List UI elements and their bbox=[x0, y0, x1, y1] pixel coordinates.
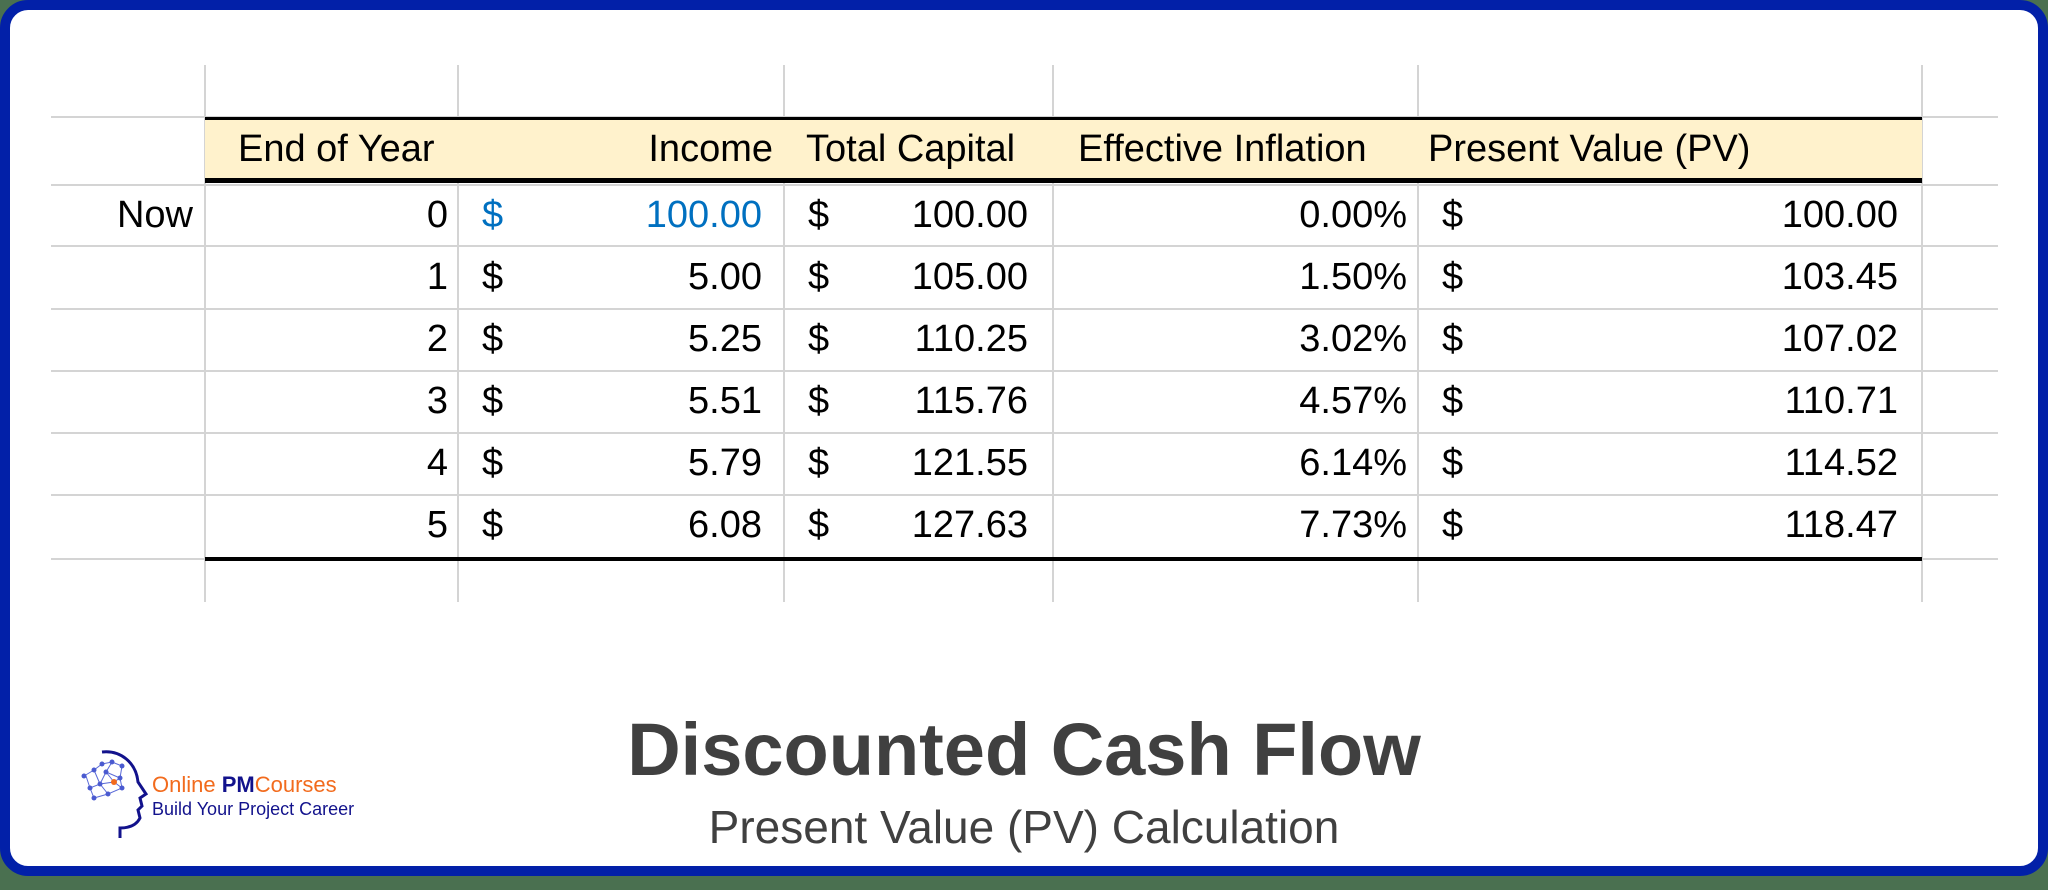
cell-year: 1 bbox=[426, 256, 448, 298]
row-label bbox=[51, 432, 193, 494]
gridline-vertical bbox=[457, 65, 459, 602]
gridline-horizontal bbox=[51, 370, 1998, 372]
header-income: Income bbox=[648, 128, 773, 170]
cell-effective-inflation: 0.00% bbox=[1299, 194, 1407, 236]
logo-tagline: Build Your Project Career bbox=[152, 799, 355, 819]
cell-capital-currency: $ bbox=[808, 504, 830, 546]
cell-total-capital: 127.63 bbox=[911, 504, 1028, 546]
cell-income: 5.51 bbox=[688, 380, 762, 422]
page-title: Discounted Cash Flow bbox=[627, 708, 1421, 791]
cell-year: 0 bbox=[426, 194, 448, 236]
spreadsheet-table: End of Year Income Total Capital Effecti… bbox=[10, 10, 2038, 866]
row-label bbox=[51, 494, 193, 556]
gridline-horizontal bbox=[51, 308, 1998, 310]
cell-capital-currency: $ bbox=[808, 380, 830, 422]
gridline-vertical bbox=[1417, 65, 1419, 602]
cell-pv-currency: $ bbox=[1442, 256, 1464, 298]
header-total-capital: Total Capital bbox=[806, 128, 1016, 170]
header-end-of-year: End of Year bbox=[238, 128, 435, 170]
cell-year: 4 bbox=[426, 442, 448, 484]
cell-total-capital: 105.00 bbox=[911, 256, 1028, 298]
gridline-vertical bbox=[1921, 65, 1923, 602]
cell-total-capital: 115.76 bbox=[914, 380, 1028, 422]
cell-year: 3 bbox=[426, 380, 448, 422]
cell-capital-currency: $ bbox=[808, 256, 830, 298]
cell-pv-currency: $ bbox=[1442, 194, 1464, 236]
cell-income-currency: $ bbox=[482, 318, 504, 360]
cell-effective-inflation: 1.50% bbox=[1299, 256, 1407, 298]
cell-total-capital: 121.55 bbox=[911, 442, 1028, 484]
cell-income: 6.08 bbox=[688, 504, 762, 546]
gridline-horizontal bbox=[51, 184, 1998, 186]
gridline-vertical bbox=[783, 65, 785, 602]
header-effective-inflation: Effective Inflation bbox=[1078, 128, 1367, 170]
header-present-value: Present Value (PV) bbox=[1428, 128, 1751, 170]
cell-present-value: 114.52 bbox=[1784, 442, 1898, 484]
cell-effective-inflation: 6.14% bbox=[1299, 442, 1407, 484]
cell-total-capital: 110.25 bbox=[914, 318, 1028, 360]
logo-wordmark: Online PMCourses bbox=[152, 772, 337, 798]
cell-capital-currency: $ bbox=[808, 442, 830, 484]
cell-income-currency: $ bbox=[482, 442, 504, 484]
logo-word-courses: Courses bbox=[254, 772, 337, 797]
cell-pv-currency: $ bbox=[1442, 442, 1464, 484]
cell-income: 5.25 bbox=[688, 318, 762, 360]
head-network-icon bbox=[81, 750, 149, 838]
cell-capital-currency: $ bbox=[808, 318, 830, 360]
cell-pv-currency: $ bbox=[1442, 504, 1464, 546]
logo-word-online: Online bbox=[152, 772, 216, 797]
cell-effective-inflation: 3.02% bbox=[1299, 318, 1407, 360]
cell-present-value: 110.71 bbox=[1784, 380, 1898, 422]
row-label bbox=[51, 308, 193, 370]
cell-total-capital: 100.00 bbox=[911, 194, 1028, 236]
cell-income-currency: $ bbox=[482, 504, 504, 546]
cell-income: 5.00 bbox=[688, 256, 762, 298]
cell-income-currency: $ bbox=[482, 256, 504, 298]
cell-pv-currency: $ bbox=[1442, 318, 1464, 360]
row-label: Now bbox=[116, 194, 193, 236]
row-label bbox=[51, 246, 193, 308]
table-bottom-border bbox=[205, 557, 1922, 561]
gridline-horizontal bbox=[51, 494, 1998, 496]
cell-present-value: 103.45 bbox=[1781, 256, 1898, 298]
cell-effective-inflation: 4.57% bbox=[1299, 380, 1407, 422]
brand-logo: Online PMCourses Build Your Project Care… bbox=[80, 748, 370, 838]
table-header-row bbox=[205, 117, 1922, 183]
gridline-vertical bbox=[1052, 65, 1054, 602]
row-label bbox=[51, 370, 193, 432]
cell-capital-currency: $ bbox=[808, 194, 830, 236]
cell-effective-inflation: 7.73% bbox=[1299, 504, 1407, 546]
cell-income-currency: $ bbox=[482, 194, 504, 236]
cell-present-value: 100.00 bbox=[1781, 194, 1898, 236]
cell-income: 5.79 bbox=[688, 442, 762, 484]
cell-present-value: 107.02 bbox=[1781, 318, 1898, 360]
cell-income: 100.00 bbox=[645, 194, 762, 236]
cell-year: 2 bbox=[426, 318, 448, 360]
gridline-horizontal bbox=[51, 245, 1998, 247]
gridline-vertical bbox=[204, 65, 206, 602]
page-subtitle: Present Value (PV) Calculation bbox=[708, 801, 1340, 853]
cell-year: 5 bbox=[426, 504, 448, 546]
gridline-horizontal bbox=[51, 432, 1998, 434]
cell-pv-currency: $ bbox=[1442, 380, 1464, 422]
cell-present-value: 118.47 bbox=[1784, 504, 1898, 546]
cell-income-currency: $ bbox=[482, 380, 504, 422]
logo-word-pm: PM bbox=[221, 772, 255, 797]
